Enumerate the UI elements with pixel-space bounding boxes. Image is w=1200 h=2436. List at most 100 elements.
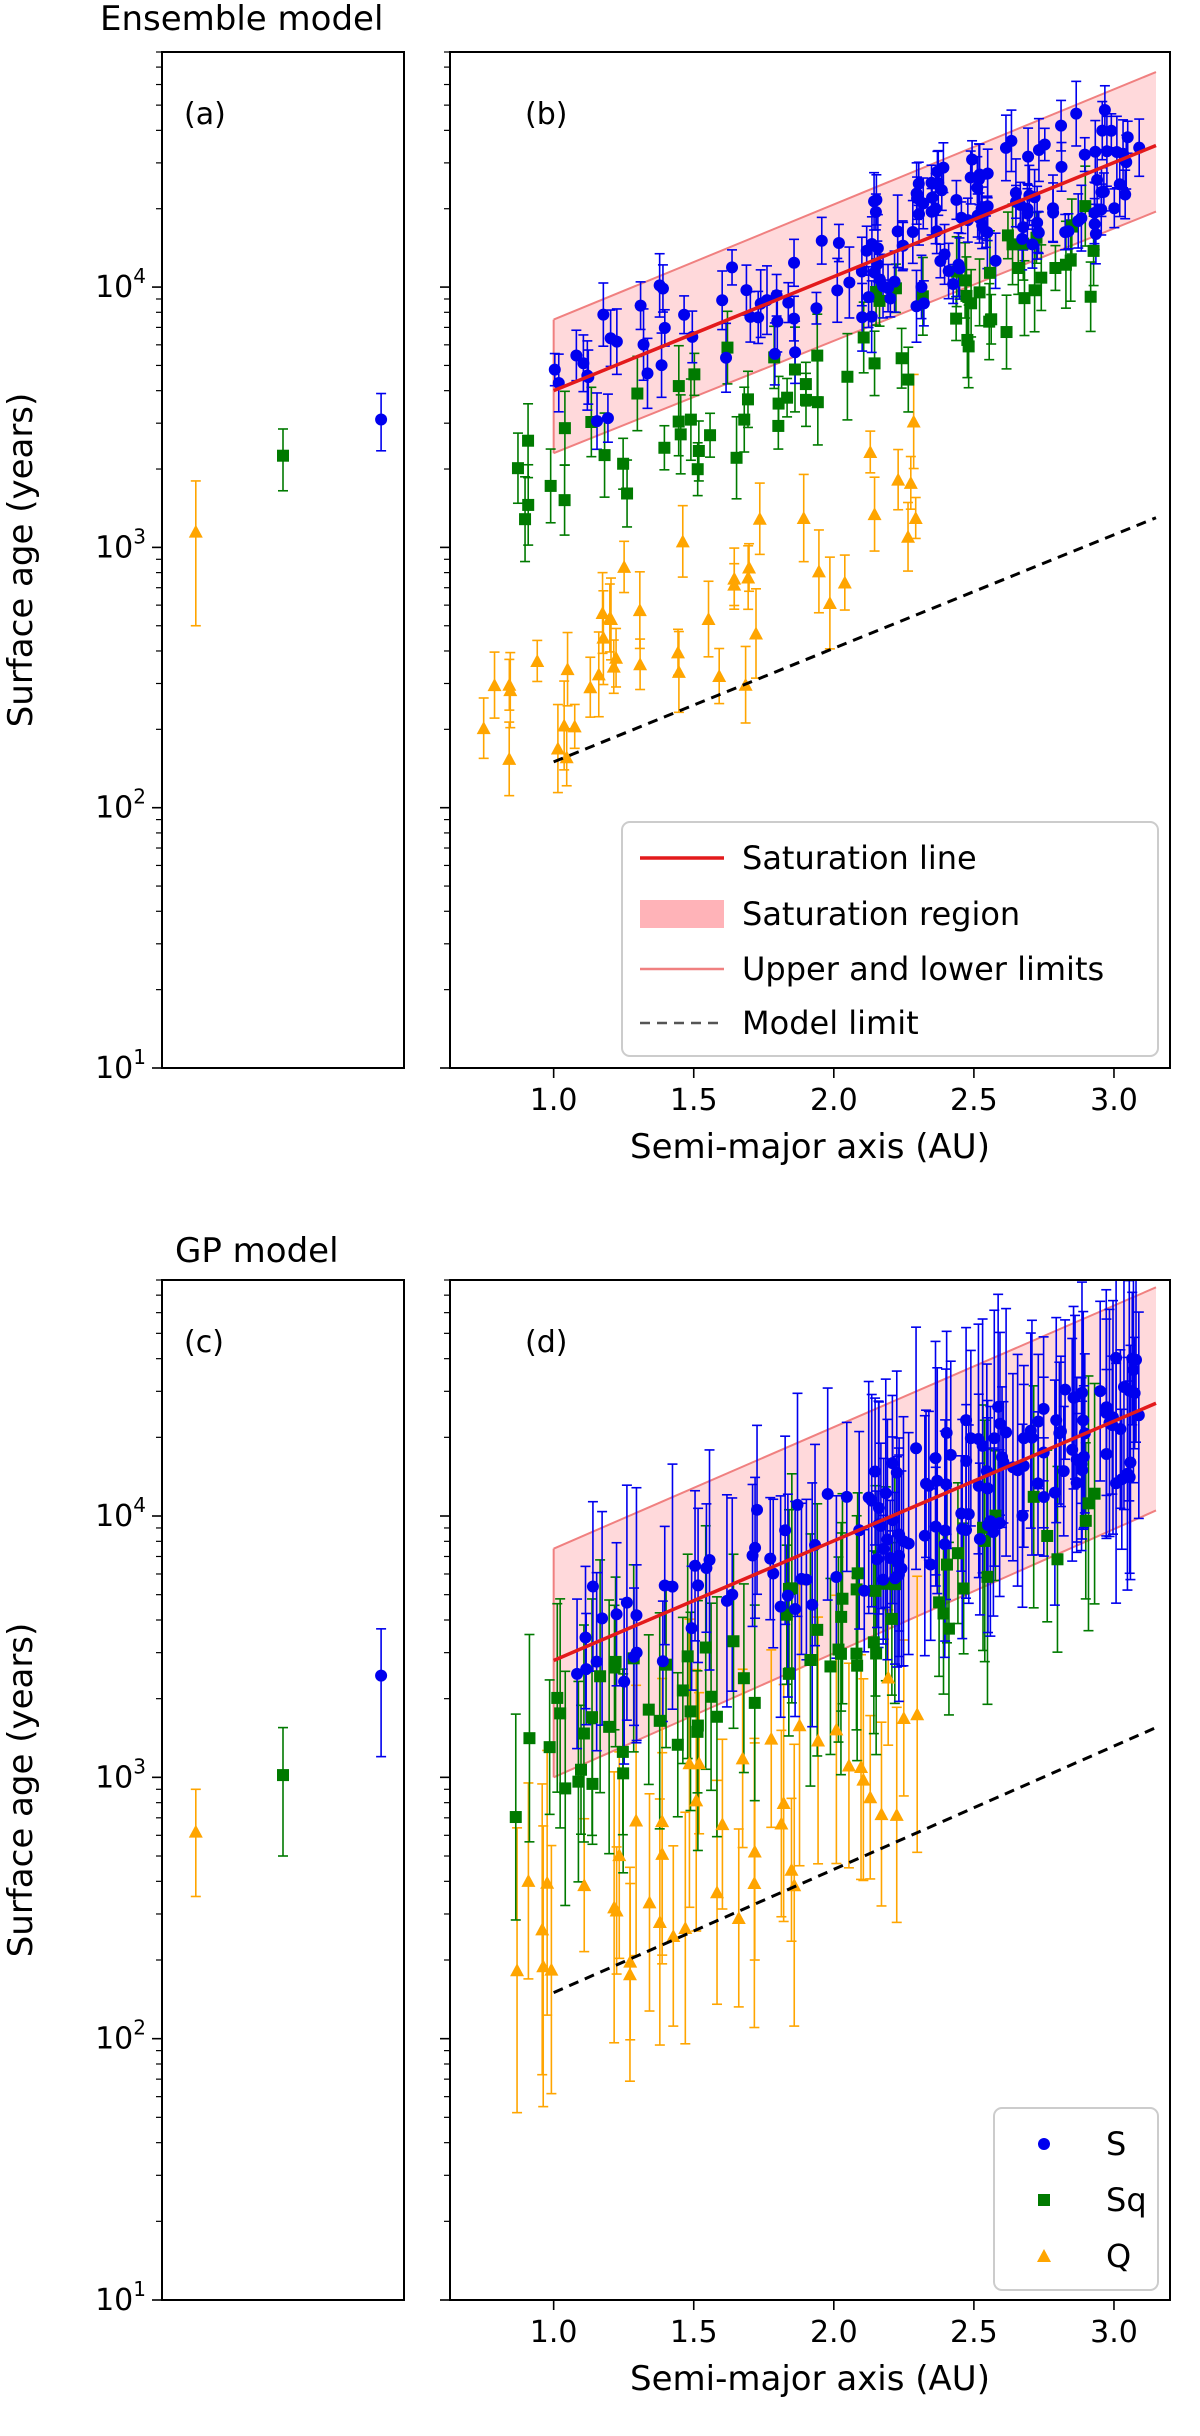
marker-sq [688, 368, 701, 381]
marker-q [502, 751, 517, 765]
marker-s [1089, 228, 1102, 241]
marker-s [910, 1442, 923, 1455]
marker-sq [691, 1719, 704, 1732]
marker-s [586, 1580, 599, 1593]
marker-s [993, 1517, 1006, 1530]
legend-entry: Sq [1106, 2181, 1147, 2219]
marker-s [1059, 1383, 1072, 1396]
marker-s [972, 1432, 985, 1445]
marker-s [906, 225, 919, 238]
marker-s [774, 1600, 787, 1613]
marker-q [856, 1772, 871, 1786]
marker-s [571, 1667, 584, 1680]
marker-sq [942, 1622, 955, 1635]
marker-q [901, 529, 916, 543]
marker-sq [1064, 254, 1077, 267]
marker-s [873, 273, 886, 286]
panel-label: (d) [525, 1325, 567, 1360]
marker-s [1037, 1402, 1050, 1415]
marker-s [929, 1520, 942, 1533]
marker-sq [895, 352, 908, 365]
marker-sq [603, 1720, 616, 1733]
marker-s [929, 1452, 942, 1465]
legend-box [621, 821, 1159, 1057]
marker-s [966, 153, 979, 166]
marker-s [1123, 1471, 1136, 1484]
marker-q [689, 1793, 704, 1807]
marker-sq [577, 1727, 590, 1740]
marker-q [642, 1895, 657, 1909]
marker-q [670, 645, 685, 659]
marker-s [685, 1622, 698, 1635]
plot-frame [161, 1279, 405, 2301]
marker-s [1124, 1456, 1137, 1469]
y-tick-label: 101 [95, 1045, 146, 1086]
marker-s [871, 1553, 884, 1566]
marker-s [1100, 1401, 1113, 1414]
x-tick-label: 1.5 [670, 1083, 718, 1118]
marker-s [720, 351, 733, 364]
marker-q [908, 510, 923, 524]
marker-s [856, 311, 869, 324]
marker-sq [598, 449, 611, 462]
marker-q [666, 1928, 681, 1942]
marker-sq [811, 349, 824, 362]
x-tick-label: 1.0 [530, 2315, 578, 2350]
marker-s [1011, 1464, 1024, 1477]
marker-q [727, 577, 742, 591]
marker-s [744, 310, 757, 323]
marker-s [944, 1448, 957, 1461]
marker-sq [748, 1696, 761, 1709]
marker-sq [851, 1567, 864, 1580]
marker-sq [671, 1738, 684, 1751]
marker-s [1094, 1385, 1107, 1398]
legend-entry: Upper and lower limits [742, 950, 1104, 988]
marker-s [865, 238, 878, 251]
marker-sq [1018, 292, 1031, 305]
panel-d: 1.0 1.5 2.0 2.5 3.0 Semi-major axis (AU) (d) SS… [440, 1279, 1171, 2399]
x-tick-label: 2.5 [950, 1083, 998, 1118]
marker-s [879, 1487, 892, 1500]
marker-s [1091, 173, 1104, 186]
marker-s [570, 349, 583, 362]
marker-s [597, 308, 610, 321]
marker-s [590, 1655, 603, 1668]
marker-sq [277, 449, 289, 462]
legend-entry: Saturation line [742, 839, 977, 877]
saturation-line [552, 143, 1157, 393]
marker-s [689, 1559, 702, 1572]
marker-q [188, 524, 203, 538]
marker-q [867, 507, 882, 521]
marker-s [1077, 1414, 1090, 1427]
marker-s [375, 413, 388, 426]
marker-sq [985, 313, 998, 326]
marker-sq [940, 1558, 953, 1571]
marker-s [939, 1524, 952, 1537]
marker-s [913, 208, 926, 221]
marker-sq [850, 1647, 863, 1660]
marker-sq [741, 393, 754, 406]
marker-s [981, 226, 994, 239]
marker-q [841, 1758, 856, 1772]
marker-q [910, 1707, 925, 1721]
marker-s [843, 276, 856, 289]
marker-q [891, 472, 906, 486]
marker-s [771, 315, 784, 328]
marker-q [854, 1760, 869, 1774]
marker-q [735, 1751, 750, 1765]
marker-s [726, 261, 739, 274]
marker-s [1055, 160, 1068, 173]
plot-area [476, 71, 1157, 797]
marker-s [658, 321, 671, 334]
marker-sq [558, 422, 571, 435]
marker-s [1098, 104, 1111, 117]
marker-sq [692, 444, 705, 457]
marker-s [869, 205, 882, 218]
marker-sq [519, 513, 532, 526]
x-tick-label: 2.0 [810, 1083, 858, 1118]
marker-s [1114, 1423, 1127, 1436]
marker-s [1089, 145, 1102, 158]
marker-s [788, 256, 801, 269]
marker-sq [621, 487, 634, 500]
marker-s [1055, 119, 1068, 132]
